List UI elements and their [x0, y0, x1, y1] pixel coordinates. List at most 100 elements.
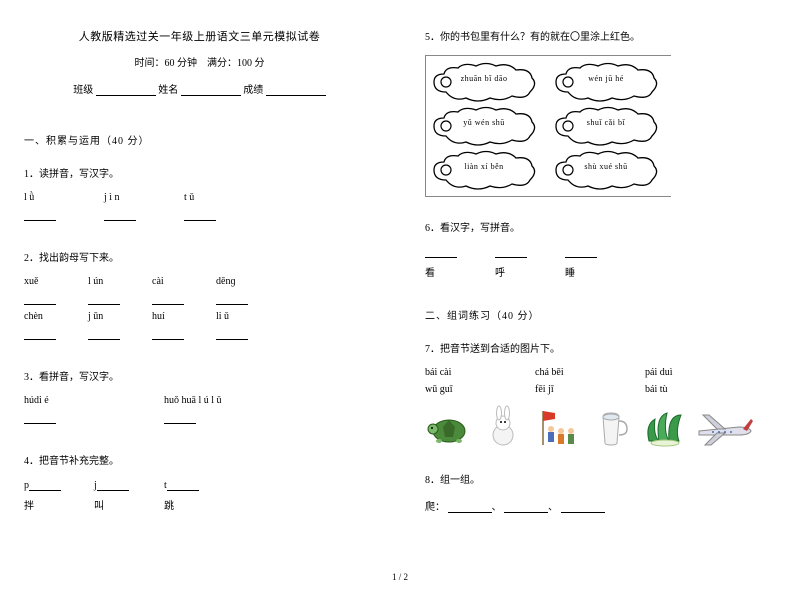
q6-blank — [495, 246, 527, 258]
class-label: 班级 — [73, 85, 93, 96]
q6-char-row: 看 呼 睡 — [425, 264, 776, 279]
q1-blank — [184, 209, 216, 221]
q3-blank — [164, 412, 196, 424]
q7-item: wū guī — [425, 384, 535, 395]
q7-item: pái duì — [645, 367, 755, 378]
q4-blank — [29, 479, 61, 491]
rabbit-icon — [479, 405, 527, 449]
q3-row: húdi é huǒ huā l ú l ǔ — [24, 395, 375, 406]
test-header: 人教版精选过关一年级上册语文三单元模拟试卷 时间：60 分钟 满分：100 分 … — [24, 28, 375, 96]
q3-item: húdi é — [24, 395, 164, 406]
question-5: 5．你的书包里有什么？有的就在〇里涂上红色。 zhuān bǐ dāo wén … — [425, 28, 776, 197]
q8-title: 8．组一组。 — [425, 471, 776, 486]
q5-cloud-text: wén jū hé — [552, 74, 660, 83]
q4-bottom: 拌 — [24, 497, 94, 512]
queue-people-icon — [533, 405, 581, 449]
q2-item: huí — [152, 311, 216, 322]
time-label: 时间： — [135, 58, 165, 69]
q2-blank — [216, 328, 248, 340]
q2-item: j ūn — [88, 311, 152, 322]
q1-blank — [24, 209, 56, 221]
time-value: 60 分钟 — [165, 58, 198, 69]
q5-cloud-text: shù xué shū — [552, 162, 660, 171]
turtle-icon — [425, 405, 473, 449]
q2-blank-row2 — [24, 328, 375, 340]
q2-title: 2．找出韵母写下来。 — [24, 249, 375, 264]
q5-cloud-text: shuǐ cǎi bǐ — [552, 118, 660, 127]
q3-blank-row — [24, 412, 375, 424]
q2-item: xuě — [24, 276, 88, 287]
q1-pinyin-row: l ǜ j ì n t ǔ — [24, 192, 375, 203]
q5-cloud: liàn xí běn — [430, 150, 538, 190]
q2-row2: chèn j ūn huí li ǔ — [24, 311, 375, 322]
q3-blank — [24, 412, 56, 424]
q2-item: cài — [152, 276, 216, 287]
question-6: 6．看汉字，写拼音。 看 呼 睡 — [425, 219, 776, 285]
question-3: 3．看拼音，写汉字。 húdi é huǒ huā l ú l ǔ — [24, 368, 375, 430]
q1-item: t ǔ — [184, 192, 264, 203]
q4-blank — [167, 479, 199, 491]
question-1: 1．读拼音，写汉字。 l ǜ j ì n t ǔ — [24, 165, 375, 227]
q2-blank — [152, 328, 184, 340]
q8-blank — [561, 501, 605, 513]
question-2: 2．找出韵母写下来。 xuě l ún cài dēnɡ chèn j ūn h… — [24, 249, 375, 346]
q5-cloud: wén jū hé — [552, 62, 660, 102]
name-blank — [181, 84, 241, 96]
q5-cloud-text: liàn xí běn — [430, 162, 538, 171]
score-label: 满分： — [207, 58, 237, 69]
q8-prefix: 爬： — [425, 502, 445, 513]
q4-top-row: p j t — [24, 479, 375, 491]
q5-cloud-grid: zhuān bǐ dāo wén jū hé yǔ wén shū shuǐ c… — [430, 62, 671, 192]
q5-cloud: zhuān bǐ dāo — [430, 62, 538, 102]
class-blank — [96, 84, 156, 96]
test-title: 人教版精选过关一年级上册语文三单元模拟试卷 — [24, 28, 375, 44]
q6-item: 看 — [425, 264, 495, 279]
q2-item: dēnɡ — [216, 276, 280, 287]
q6-blank-row — [425, 246, 776, 258]
q3-title: 3．看拼音，写汉字。 — [24, 368, 375, 383]
q8-blank — [448, 501, 492, 513]
q5-cloud: yǔ wén shū — [430, 106, 538, 146]
q2-blank — [216, 293, 248, 305]
test-meta: 时间：60 分钟 满分：100 分 — [24, 54, 375, 69]
question-7: 7．把音节送到合适的图片下。 bái cài chá bēi pái duì w… — [425, 340, 776, 449]
q1-item: l ǜ — [24, 192, 104, 203]
q6-item: 睡 — [565, 264, 635, 279]
q7-item: chá bēi — [535, 367, 645, 378]
q2-blank — [88, 293, 120, 305]
q4-blank — [97, 479, 129, 491]
q4-bottom: 叫 — [94, 497, 164, 512]
q5-cloud: shuǐ cǎi bǐ — [552, 106, 660, 146]
q6-item: 呼 — [495, 264, 565, 279]
q5-title: 5．你的书包里有什么？有的就在〇里涂上红色。 — [425, 28, 776, 43]
q2-blank — [88, 328, 120, 340]
q4-bottom-row: 拌 叫 跳 — [24, 497, 375, 512]
q6-blank — [425, 246, 457, 258]
question-4: 4．把音节补充完整。 p j t 拌 叫 跳 — [24, 452, 375, 518]
q2-row1: xuě l ún cài dēnɡ — [24, 276, 375, 287]
q2-blank — [152, 293, 184, 305]
section-1-heading: 一、积累与运用（40 分） — [24, 132, 375, 147]
page-number: 1 / 2 — [0, 572, 800, 582]
q2-blank-row1 — [24, 293, 375, 305]
q7-row1: bái cài chá bēi pái duì — [425, 367, 776, 378]
q7-title: 7．把音节送到合适的图片下。 — [425, 340, 776, 355]
airplane-icon — [695, 405, 755, 449]
q4-bottom: 跳 — [164, 497, 234, 512]
q1-blank — [104, 209, 136, 221]
q2-item: l ún — [88, 276, 152, 287]
cup-icon — [587, 405, 635, 449]
q7-item: fēi jī — [535, 384, 645, 395]
q7-pictures — [425, 405, 776, 449]
q7-item: bái cài — [425, 367, 535, 378]
section-2-heading: 二、组词练习（40 分） — [425, 307, 776, 322]
q6-blank — [565, 246, 597, 258]
student-info-line: 班级 姓名 成绩 — [24, 81, 375, 96]
q1-title: 1．读拼音，写汉字。 — [24, 165, 375, 180]
q2-blank — [24, 293, 56, 305]
q1-item: j ì n — [104, 192, 184, 203]
result-blank — [266, 84, 326, 96]
name-label: 姓名 — [158, 85, 178, 96]
cabbage-icon — [641, 405, 689, 449]
result-label: 成绩 — [243, 85, 263, 96]
